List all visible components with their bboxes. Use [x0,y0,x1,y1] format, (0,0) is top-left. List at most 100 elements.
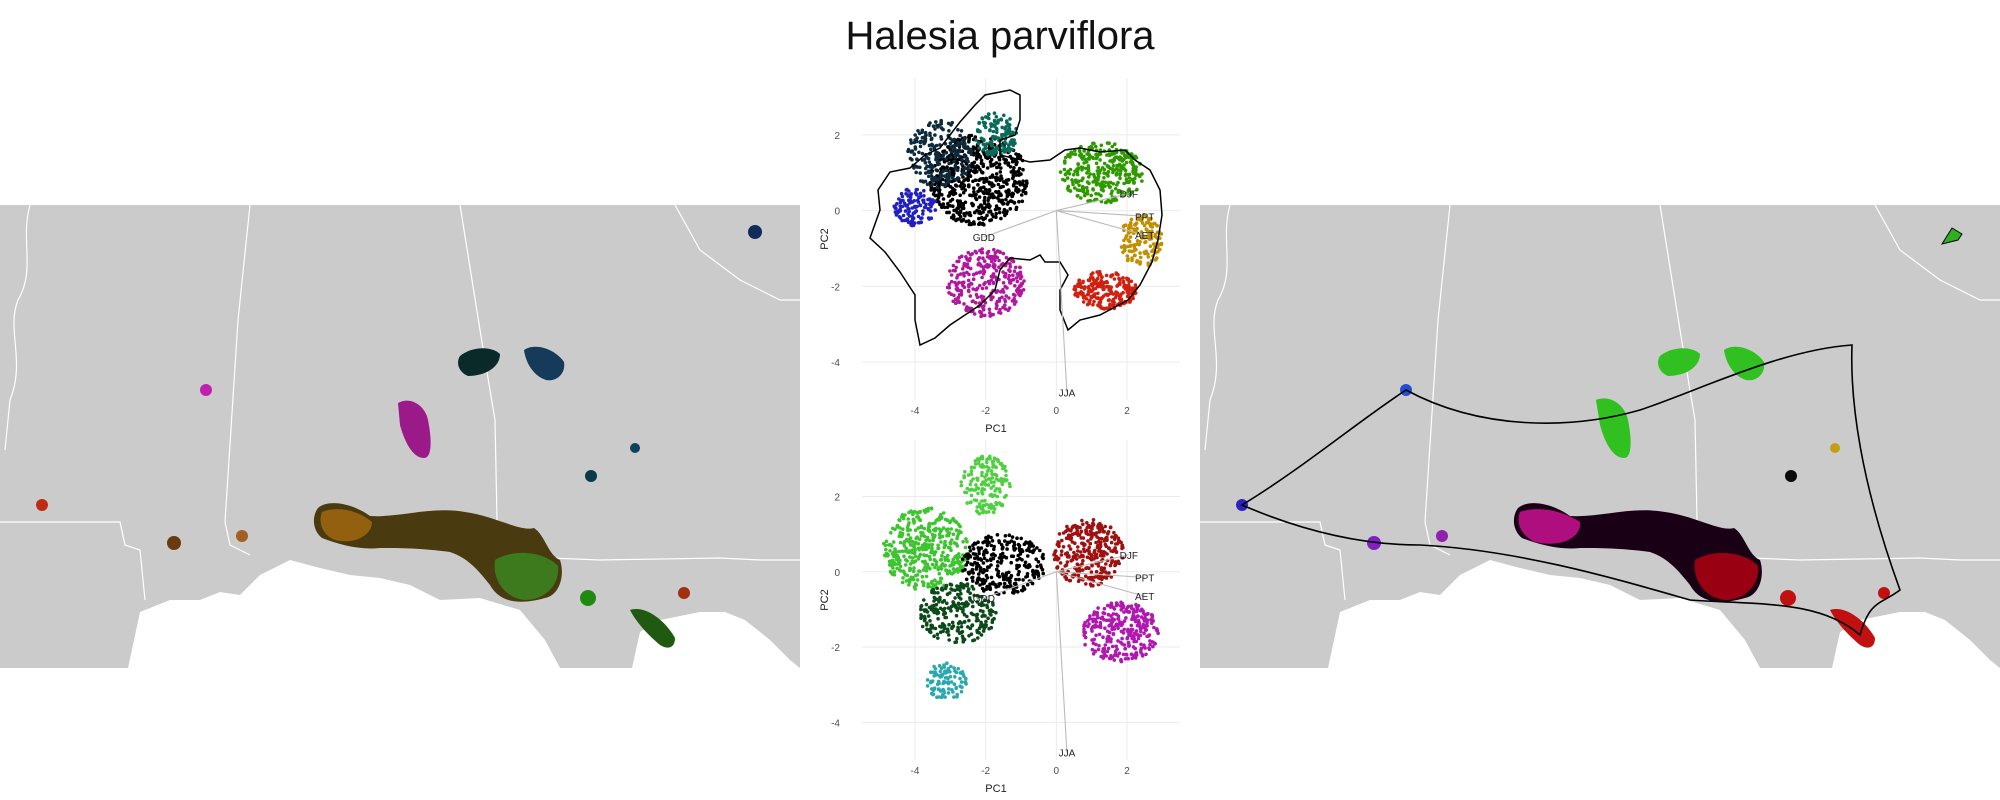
data-point [906,533,911,537]
data-point [1003,284,1007,289]
data-point [959,129,964,133]
data-point [992,255,997,259]
data-point [902,554,906,558]
loading-label-jja: JJA [1059,748,1076,759]
data-point [955,553,959,558]
y-axis-label: PC2 [819,589,831,610]
data-point [999,216,1003,221]
data-point [926,582,930,586]
y-tick-label: 2 [834,131,840,142]
data-point [1102,606,1107,611]
data-point [1058,170,1063,174]
data-point [902,218,907,223]
data-point [1041,571,1045,576]
data-point [916,510,920,515]
data-point [1124,160,1129,165]
data-point [991,552,996,556]
data-point [938,630,943,634]
data-point [1127,632,1131,636]
data-point [964,537,968,541]
data-point [947,282,952,287]
data-point [1088,556,1092,560]
data-point [941,153,946,157]
data-point [1094,633,1098,638]
data-point [1073,284,1077,289]
data-point [1016,153,1021,157]
data-point [1146,252,1150,256]
data-point [1087,175,1091,179]
data-point [976,486,981,491]
data-point [1106,165,1111,169]
data-point [1091,612,1096,617]
data-point [1089,553,1094,557]
data-point [1011,554,1016,559]
data-point [1119,299,1123,303]
data-point [994,585,998,589]
y-tick-label: -4 [831,718,840,729]
data-point [1085,555,1090,559]
data-point [1137,621,1142,625]
data-point [1084,166,1088,171]
data-point [1089,570,1094,574]
data-point [954,670,959,675]
data-point [960,158,964,162]
data-point [997,556,1002,560]
data-point [1115,284,1119,288]
data-point [1113,142,1117,146]
data-point [1091,180,1095,184]
data-point [1012,201,1017,205]
data-point [944,615,949,620]
data-point [943,563,948,568]
data-point [1094,161,1099,166]
data-point [952,695,956,699]
data-point [984,146,988,150]
data-point [961,190,966,195]
data-point [1026,554,1030,558]
data-point [920,135,925,140]
data-point [982,567,986,572]
data-point [1004,469,1008,473]
data-point [1148,639,1152,643]
data-point [1126,238,1131,242]
data-point [1133,253,1137,258]
data-point [957,255,962,260]
data-point [1149,222,1153,226]
data-point [1009,539,1014,543]
data-point [939,120,943,124]
data-point [1089,537,1093,541]
data-point [929,137,934,142]
data-point [957,204,962,209]
data-point [966,159,970,164]
data-point [901,198,905,203]
data-point [1076,193,1080,198]
data-point [985,166,990,170]
data-point [985,251,990,256]
data-point [1038,548,1042,553]
data-point [929,691,934,696]
data-point [894,549,898,554]
data-point [1104,618,1109,623]
data-point [974,619,979,623]
data-point [1090,155,1095,160]
data-point [1113,187,1118,191]
data-point [1129,623,1134,628]
data-point [994,172,999,176]
data-point [905,203,910,207]
data-point [920,574,925,579]
data-point [987,189,992,193]
data-point [1096,165,1100,170]
data-point [944,150,949,155]
data-point [936,617,940,621]
data-point [991,609,995,614]
data-point [967,140,971,144]
data-point [1062,167,1067,172]
data-point [1092,299,1096,304]
data-point [936,566,941,570]
data-point [1002,581,1007,586]
data-point [1117,651,1122,655]
data-point [900,549,905,553]
data-point [1126,289,1131,293]
data-point [1082,549,1087,554]
data-point [961,185,966,190]
data-point [994,500,998,505]
